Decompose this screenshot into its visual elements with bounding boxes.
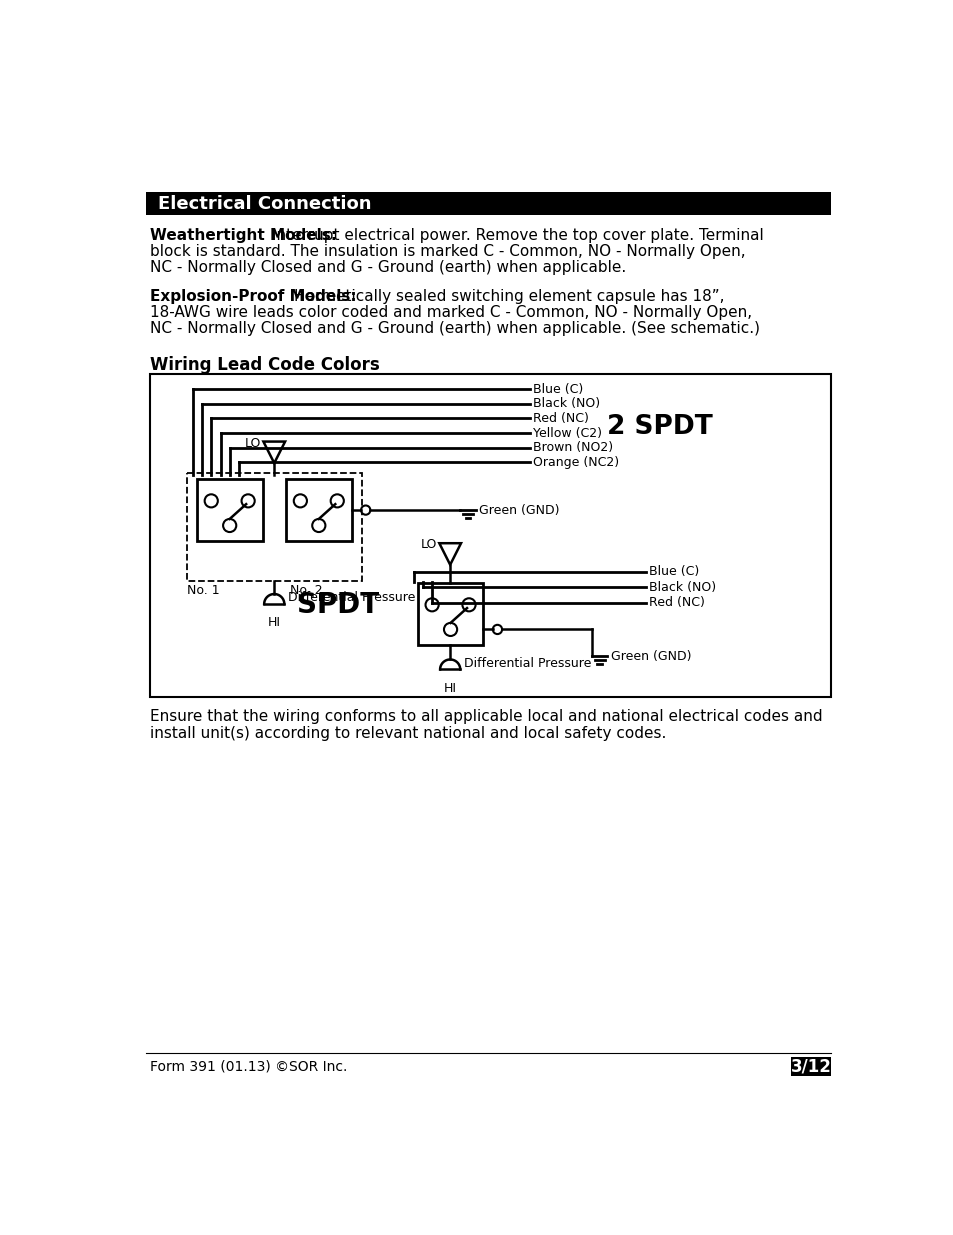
Circle shape — [223, 519, 236, 532]
Bar — [146, 193, 831, 215]
Bar — [150, 374, 830, 698]
Text: Red (NC): Red (NC) — [649, 597, 704, 609]
Text: Differential Pressure: Differential Pressure — [464, 657, 591, 669]
Text: Hermetically sealed switching element capsule has 18”,: Hermetically sealed switching element ca… — [294, 289, 724, 304]
Text: block is standard. The insulation is marked C - Common, NO - Normally Open,: block is standard. The insulation is mar… — [150, 243, 745, 258]
Circle shape — [425, 598, 438, 611]
Polygon shape — [439, 543, 460, 564]
Text: Form 391 (01.13) ©SOR Inc.: Form 391 (01.13) ©SOR Inc. — [150, 1060, 347, 1073]
Text: 2 SPDT: 2 SPDT — [607, 414, 713, 440]
Text: Interrupt electrical power. Remove the top cover plate. Terminal: Interrupt electrical power. Remove the t… — [272, 227, 762, 242]
Polygon shape — [263, 442, 285, 463]
Text: LO: LO — [244, 437, 261, 450]
Circle shape — [205, 494, 217, 508]
Circle shape — [312, 519, 325, 532]
Text: Ensure that the wiring conforms to all applicable local and national electrical : Ensure that the wiring conforms to all a… — [150, 709, 822, 741]
Text: Blue (C): Blue (C) — [533, 383, 582, 395]
Text: NC - Normally Closed and G - Ground (earth) when applicable. (See schematic.): NC - Normally Closed and G - Ground (ear… — [150, 321, 760, 336]
Bar — [417, 583, 483, 645]
Text: Electrical Connection: Electrical Connection — [158, 195, 371, 212]
Circle shape — [493, 625, 501, 634]
Bar — [790, 1057, 831, 1076]
Text: HI: HI — [268, 616, 280, 630]
Text: HI: HI — [443, 682, 456, 695]
Text: Yellow (C2): Yellow (C2) — [533, 426, 601, 440]
Circle shape — [331, 494, 343, 508]
Text: Red (NC): Red (NC) — [533, 412, 588, 425]
Text: NC - Normally Closed and G - Ground (earth) when applicable.: NC - Normally Closed and G - Ground (ear… — [150, 259, 626, 275]
Text: Orange (NC2): Orange (NC2) — [533, 456, 618, 469]
Text: Black (NO): Black (NO) — [649, 580, 716, 594]
Text: Green (GND): Green (GND) — [610, 650, 690, 663]
Circle shape — [241, 494, 254, 508]
Text: Brown (NO2): Brown (NO2) — [533, 441, 613, 454]
Bar — [196, 479, 262, 541]
Text: Green (GND): Green (GND) — [478, 504, 558, 516]
Text: No. 2: No. 2 — [290, 584, 322, 597]
Circle shape — [360, 505, 370, 515]
Text: Black (NO): Black (NO) — [533, 398, 599, 410]
Circle shape — [462, 598, 476, 611]
Text: 3/12: 3/12 — [790, 1057, 831, 1076]
Text: SPDT: SPDT — [297, 590, 379, 619]
Text: Explosion-Proof Models:: Explosion-Proof Models: — [150, 289, 356, 304]
Text: 18-AWG wire leads color coded and marked C - Common, NO - Normally Open,: 18-AWG wire leads color coded and marked… — [150, 305, 752, 320]
Text: LO: LO — [420, 538, 436, 551]
Text: Blue (C): Blue (C) — [649, 566, 699, 578]
Text: Differential Pressure: Differential Pressure — [288, 592, 416, 604]
Text: No. 1: No. 1 — [187, 584, 220, 597]
Circle shape — [294, 494, 307, 508]
Text: Weathertight Models:: Weathertight Models: — [150, 227, 337, 242]
Text: Wiring Lead Code Colors: Wiring Lead Code Colors — [150, 356, 379, 374]
Bar — [286, 479, 352, 541]
Circle shape — [443, 622, 456, 636]
Bar — [187, 473, 361, 580]
